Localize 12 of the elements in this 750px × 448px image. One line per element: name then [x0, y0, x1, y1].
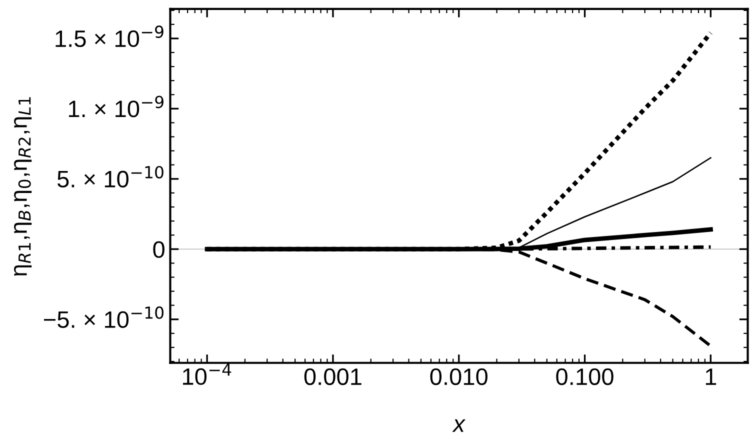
y-tick-label: 0	[153, 241, 164, 258]
text: η$_{R1}$,η$_{B}$,η$_{0}$,η$_{R2}$,η$_{L1}$	[14, 97, 32, 276]
y-tick-label: 1. × 10$^{−9}$	[68, 96, 164, 118]
y-tick-label: −5. × 10$^{−10}$	[44, 306, 164, 328]
y-tick-label: 5. × 10$^{−10}$	[57, 166, 164, 188]
y-tick-label: 1.5 × 10$^{−9}$	[56, 26, 164, 48]
x-tick-label: 0.010	[430, 368, 488, 386]
x-tick-label: 0.100	[556, 368, 614, 386]
x-tick-label: 1	[706, 368, 716, 385]
x-tick-label: 10$^{−4}$	[183, 364, 232, 385]
x-axis-title: x	[452, 419, 466, 432]
x-tick-label: 0.001	[304, 368, 362, 386]
